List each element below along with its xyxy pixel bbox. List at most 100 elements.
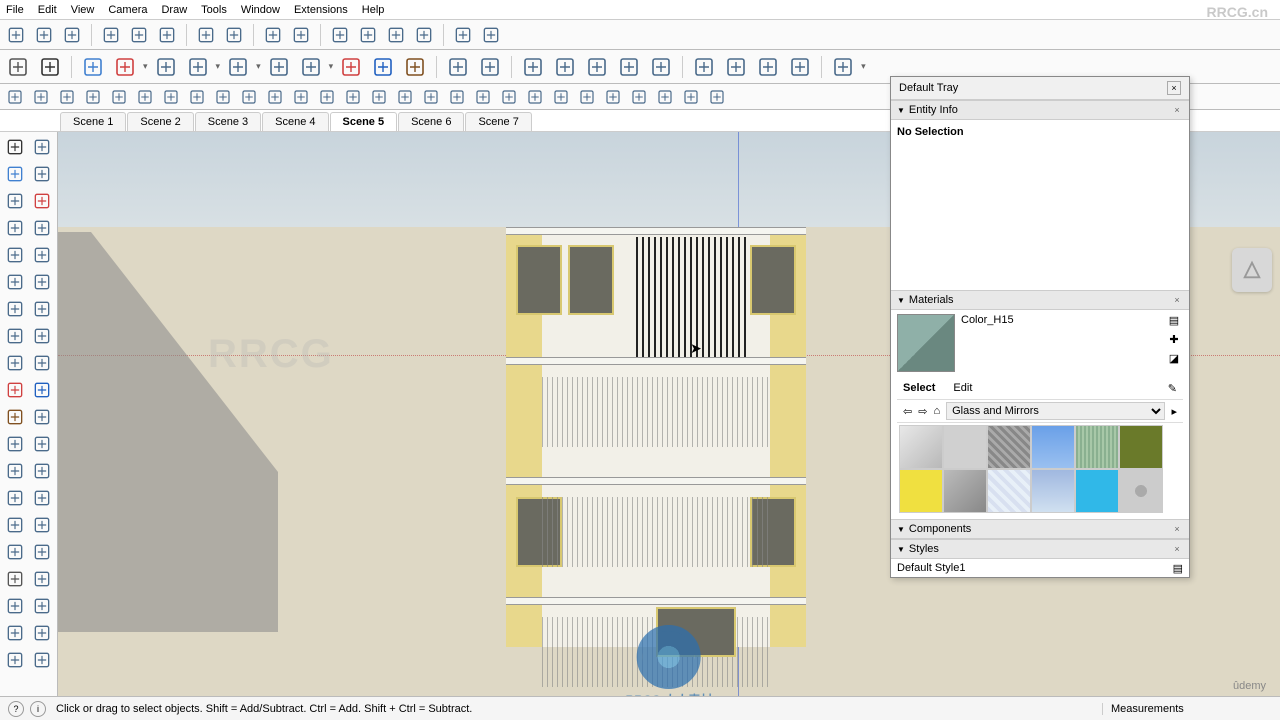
material-swatch[interactable] [1119, 469, 1163, 513]
zoom-button[interactable] [4, 53, 32, 81]
pencil-tool[interactable] [29, 188, 55, 214]
a22-button[interactable] [550, 86, 572, 108]
material-default-icon[interactable]: ◪ [1169, 352, 1179, 365]
sand1-tool[interactable] [29, 620, 55, 646]
line-tool[interactable] [2, 215, 28, 241]
eyedropper-icon[interactable]: ✎ [1168, 382, 1177, 395]
walk-tool[interactable] [2, 593, 28, 619]
menu-help[interactable]: Help [362, 4, 385, 16]
panel-close-icon[interactable]: × [1171, 294, 1183, 306]
details-icon[interactable]: ▸ [1171, 405, 1177, 418]
a26-button[interactable] [654, 86, 676, 108]
line-button[interactable] [152, 53, 180, 81]
a27-button[interactable] [680, 86, 702, 108]
a12-button[interactable] [290, 86, 312, 108]
comp-d-button[interactable] [412, 23, 436, 47]
tape2-tool[interactable] [29, 431, 55, 457]
scene-tab[interactable]: Scene 7 [465, 112, 531, 131]
scene-tab[interactable]: Scene 4 [262, 112, 328, 131]
panel-close-icon[interactable]: × [1171, 104, 1183, 116]
building-model[interactable] [506, 227, 806, 647]
scale2-tool[interactable] [29, 404, 55, 430]
move-button[interactable] [337, 53, 365, 81]
a6-button[interactable] [134, 86, 156, 108]
arc-button[interactable] [224, 53, 252, 81]
nav-back-icon[interactable]: ⇦ [903, 405, 912, 418]
paint-tool[interactable] [2, 188, 28, 214]
extents-tool[interactable] [29, 566, 55, 592]
rotate-tool[interactable] [29, 377, 55, 403]
a17-button[interactable] [420, 86, 442, 108]
material-swatch[interactable] [899, 425, 943, 469]
a9-button[interactable] [212, 86, 234, 108]
zoom2-button[interactable] [615, 53, 643, 81]
extents-button[interactable] [647, 53, 675, 81]
tape-tool[interactable] [2, 431, 28, 457]
a2-button[interactable] [30, 86, 52, 108]
offset2-tool[interactable] [29, 350, 55, 376]
offset-button[interactable] [297, 53, 325, 81]
menu-camera[interactable]: Camera [108, 4, 147, 16]
text-tool[interactable] [29, 458, 55, 484]
info-icon[interactable]: i [30, 701, 46, 717]
a3-button[interactable] [56, 86, 78, 108]
material-swatch[interactable] [899, 469, 943, 513]
pushpull-button[interactable] [265, 53, 293, 81]
a4-button[interactable] [82, 86, 104, 108]
protractor-button[interactable] [476, 53, 504, 81]
menu-edit[interactable]: Edit [38, 4, 57, 16]
paste-button[interactable] [155, 23, 179, 47]
sandbox3-button[interactable] [754, 53, 782, 81]
scene-tab[interactable]: Scene 2 [127, 112, 193, 131]
a5-button[interactable] [108, 86, 130, 108]
material-display-icon[interactable]: ▤ [1169, 314, 1179, 327]
zoom-tool[interactable] [2, 566, 28, 592]
copy-button[interactable] [127, 23, 151, 47]
a20-button[interactable] [498, 86, 520, 108]
home-icon[interactable]: ⌂ [933, 405, 940, 417]
material-swatch[interactable] [1075, 469, 1119, 513]
panel-close-icon[interactable]: × [1171, 523, 1183, 535]
panel-close-icon[interactable]: × [1171, 543, 1183, 555]
material-swatch[interactable] [1031, 469, 1075, 513]
menu-view[interactable]: View [71, 4, 95, 16]
help-icon[interactable]: ? [8, 701, 24, 717]
comp-a-button[interactable] [328, 23, 352, 47]
tray-titlebar[interactable]: Default Tray × [891, 77, 1189, 100]
select-button[interactable] [36, 53, 64, 81]
material-swatch[interactable] [943, 425, 987, 469]
material-swatch[interactable] [943, 469, 987, 513]
a7-button[interactable] [160, 86, 182, 108]
sand2-tool[interactable] [2, 647, 28, 673]
print-button[interactable] [261, 23, 285, 47]
a28-button[interactable] [706, 86, 728, 108]
circle-tool[interactable] [2, 269, 28, 295]
orbit-button[interactable] [551, 53, 579, 81]
default-tray[interactable]: Default Tray × ▼Entity Info × No Selecti… [890, 76, 1190, 578]
offset-tool[interactable] [2, 350, 28, 376]
a24-button[interactable] [602, 86, 624, 108]
a13-button[interactable] [316, 86, 338, 108]
protractor-tool[interactable] [2, 485, 28, 511]
pie-tool[interactable] [29, 296, 55, 322]
pencil-button[interactable] [111, 53, 139, 81]
followme-tool[interactable] [29, 323, 55, 349]
menu-tools[interactable]: Tools [201, 4, 227, 16]
components-header[interactable]: ▼Components × [891, 519, 1189, 539]
freehand-tool[interactable] [29, 215, 55, 241]
section2-tool[interactable] [29, 512, 55, 538]
material-create-icon[interactable]: ✚ [1169, 333, 1178, 346]
sand3-tool[interactable] [29, 647, 55, 673]
new-button[interactable] [4, 23, 28, 47]
scene-tab[interactable]: Scene 1 [60, 112, 126, 131]
eraser-button[interactable] [79, 53, 107, 81]
model-button[interactable] [289, 23, 313, 47]
side-panel-tab[interactable] [1232, 248, 1272, 292]
a16-button[interactable] [394, 86, 416, 108]
pan-tool[interactable] [29, 539, 55, 565]
a1-button[interactable] [4, 86, 26, 108]
pushpull-tool[interactable] [2, 323, 28, 349]
axes-button[interactable] [519, 53, 547, 81]
sandbox2-button[interactable] [722, 53, 750, 81]
scene-tab[interactable]: Scene 3 [195, 112, 261, 131]
